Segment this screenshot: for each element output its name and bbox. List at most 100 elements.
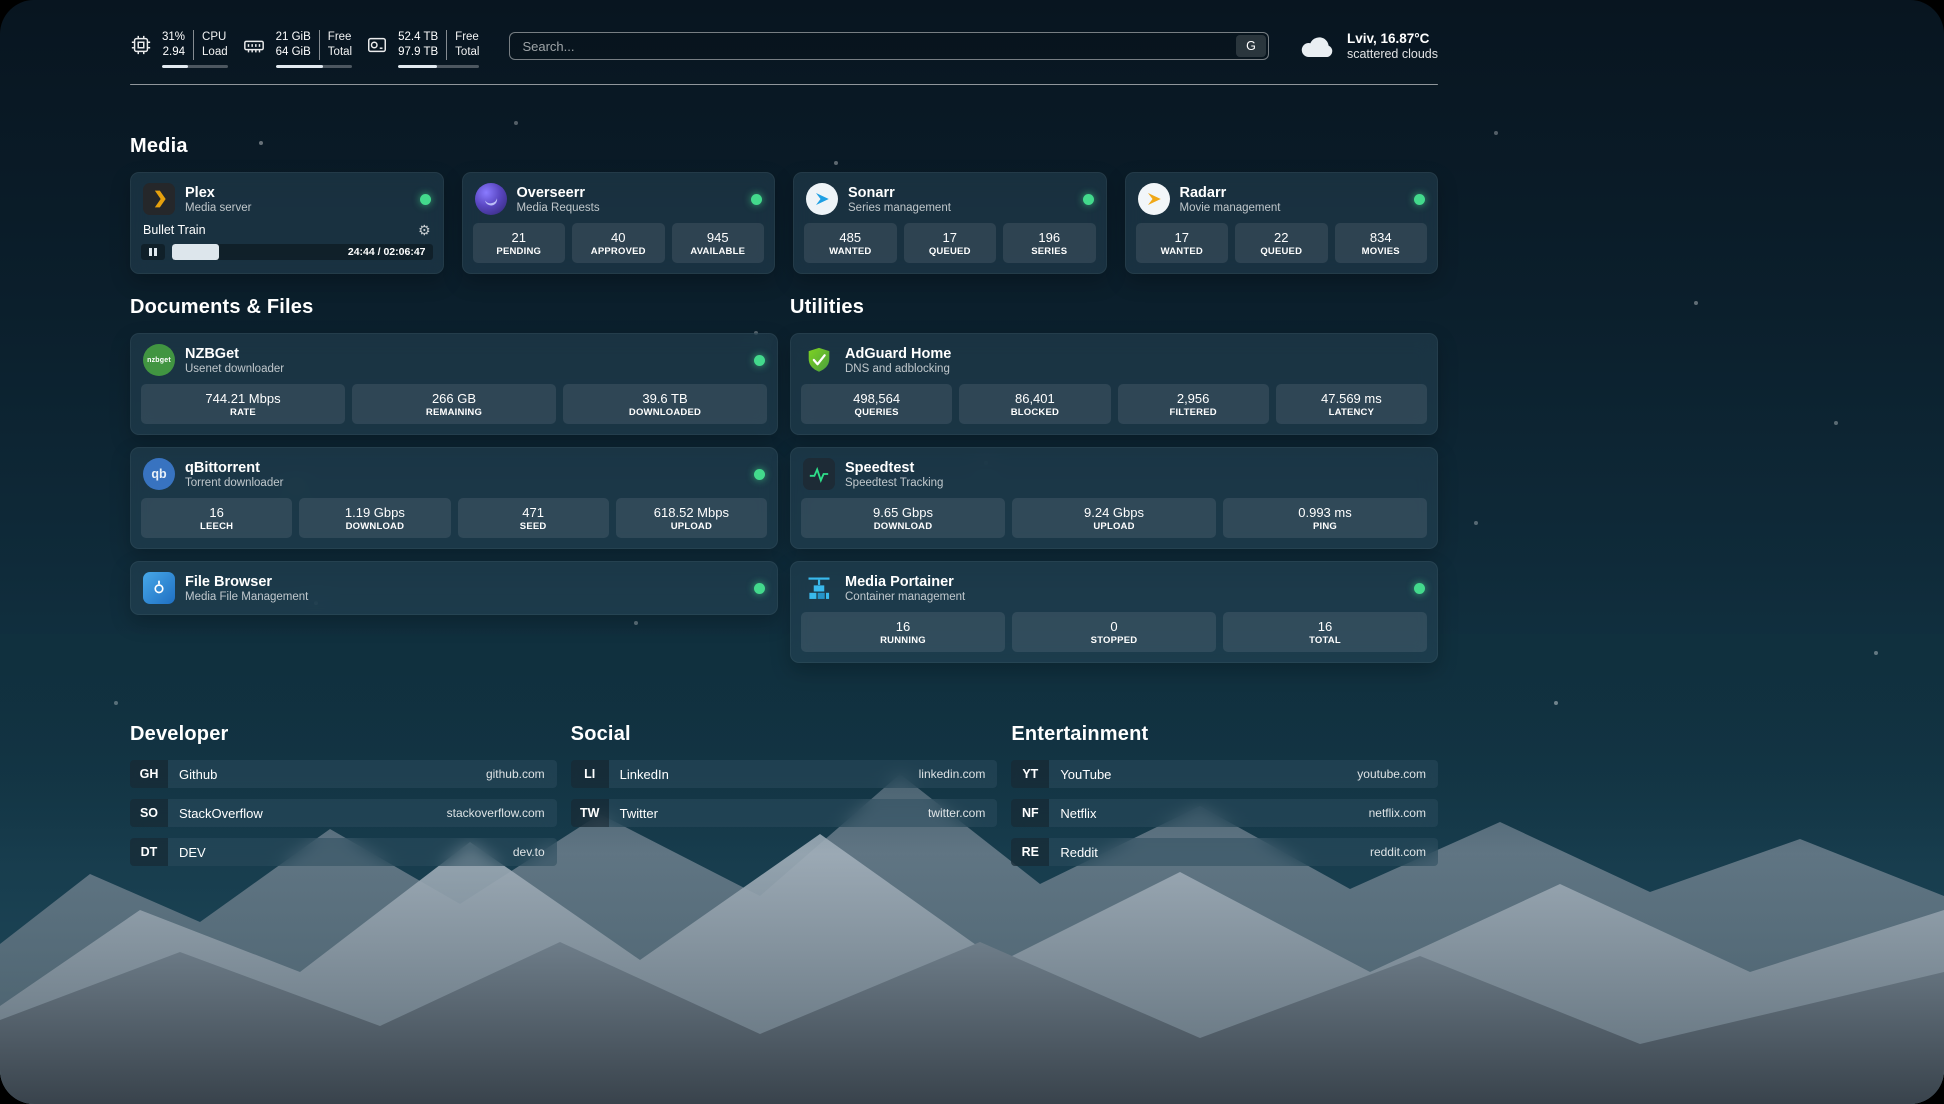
service-card-filebrowser[interactable]: File Browser Media File Management [130,561,778,616]
bookmark-linkedin[interactable]: LI LinkedIn linkedin.com [570,760,998,789]
cpu-widget: 31% 2.94 CPU Load [130,30,228,68]
memory-free: 21 GiB [275,31,311,43]
service-subtitle: Media File Management [185,591,309,604]
service-card-adguard[interactable]: AdGuard Home DNS and adblocking 498,564 Q… [790,333,1438,436]
service-subtitle: Series management [848,202,951,215]
service-subtitle: Usenet downloader [185,363,285,376]
bookmark-stackoverflow[interactable]: SO StackOverflow stackoverflow.com [130,799,557,828]
disk-progress-fill [398,64,438,68]
stat-downloaded: 39.6 TB DOWNLOADED [563,384,767,425]
stat-filtered: 2,956 FILTERED [1117,384,1269,425]
service-card-qbittorrent[interactable]: qb qBittorrent Torrent downloader 16 LEEC… [130,447,778,550]
top-bar: 31% 2.94 CPU Load [130,0,1438,68]
search-provider-button[interactable]: G [1235,35,1266,57]
bookmark-github[interactable]: GH Github github.com [130,760,557,789]
service-name: qBittorrent [185,459,260,476]
qbittorrent-icon: qb [143,458,175,491]
cpu-load: 2.94 [162,45,186,58]
adguard-icon [803,344,835,376]
disk-progress-track [398,64,480,68]
overseerr-icon [474,183,507,216]
stat-total: 16 TOTAL [1223,612,1427,653]
section-title-social: Social [570,723,631,746]
stat-ping: 0.993 ms PING [1223,498,1427,539]
status-dot [419,193,431,205]
weather-widget: Lviv, 16.87°C scattered clouds [1299,31,1438,61]
gear-icon[interactable]: ⚙ [417,222,431,239]
playback-progress-fill [172,244,219,261]
section-title-utilities: Utilities [790,296,865,319]
section-title-developer: Developer [130,723,229,746]
stat-running: 16 RUNNING [801,612,1005,653]
memory-icon [243,40,264,53]
stat-stopped: 0 STOPPED [1012,612,1216,653]
bookmark-youtube[interactable]: YT YouTube youtube.com [1011,760,1438,789]
cpu-progress-track [162,64,228,68]
weather-condition: scattered clouds [1346,47,1438,61]
status-dot [1414,582,1425,594]
service-name: AdGuard Home [845,345,952,362]
weather-location: Lviv, 16.87°C [1346,31,1430,46]
service-subtitle: Media Requests [516,202,600,215]
bookmark-twitter[interactable]: TW Twitter twitter.com [570,799,998,828]
disk-widget: 52.4 TB 97.9 TB Free Total [366,30,480,68]
service-card-plex[interactable]: Plex Media server Bullet Train ⚙ 24:44 /… [130,172,444,275]
playback-progress-bar: 24:44 / 02:06:47 [172,244,433,261]
disk-free: 52.4 TB [398,31,439,43]
stat-download: 9.65 Gbps DOWNLOAD [801,498,1005,539]
service-name: Plex [185,184,215,201]
disk-label-1: Free [455,31,479,43]
service-card-sonarr[interactable]: Sonarr Series management 485 WANTED 17 QUE… [793,172,1107,275]
section-title-entertainment: Entertainment [1011,723,1149,746]
memory-label-1: Free [327,31,352,43]
service-card-radarr[interactable]: Radarr Movie management 17 WANTED 22 QUEUE… [1124,172,1438,275]
service-subtitle: DNS and adblocking [845,363,950,376]
service-name: Media Portainer [845,573,954,590]
cpu-progress-fill [162,64,189,68]
service-card-overseerr[interactable]: Overseerr Media Requests 21 PENDING 40 APP… [461,172,775,275]
status-dot [1082,193,1094,205]
service-card-speedtest[interactable]: Speedtest Speedtest Tracking 9.65 Gbps DO… [790,447,1438,550]
stat-queued: 22 QUEUED [1235,223,1328,264]
service-subtitle: Media server [185,202,252,215]
memory-widget: 21 GiB 64 GiB Free Total [242,30,353,68]
cpu-label-1: CPU [202,31,227,43]
portainer-icon [803,572,835,604]
service-subtitle: Movie management [1179,202,1281,215]
cpu-percent: 31% [162,31,186,43]
status-dot [754,582,765,594]
memory-progress-fill [275,64,324,68]
stat-leech: 16 LEECH [141,498,293,539]
sonarr-icon [806,183,838,216]
service-name: Overseerr [516,184,586,201]
section-title-media: Media [130,135,188,158]
service-name: Speedtest [845,459,915,476]
stat-blocked: 86,401 BLOCKED [959,384,1111,425]
disk-label-2: Total [455,45,480,58]
stat-movies: 834 MOVIES [1334,223,1427,264]
utilities-column: Utilities [790,296,1438,675]
pause-icon[interactable] [141,244,165,261]
bookmark-dev[interactable]: DT DEV dev.to [130,838,557,867]
service-card-portainer[interactable]: Media Portainer Container management 16 R… [790,561,1438,664]
memory-total: 64 GiB [275,45,311,58]
search-input[interactable] [509,32,1269,60]
search-bar: G [509,32,1269,60]
disk-total: 97.9 TB [398,45,439,58]
service-name: NZBGet [185,345,239,362]
stat-download: 1.19 Gbps DOWNLOAD [299,498,451,539]
speedtest-icon [803,458,835,491]
stat-latency: 47.569 ms LATENCY [1275,384,1427,425]
disk-icon [368,37,387,53]
status-dot [754,354,765,366]
documents-column: Documents & Files nzbget NZBGet Usenet d… [130,296,778,627]
bookmark-netflix[interactable]: NF Netflix netflix.com [1011,799,1438,828]
stat-approved: 40 APPROVED [572,223,665,264]
cpu-label-2: Load [202,45,228,58]
service-card-nzbget[interactable]: nzbget NZBGet Usenet downloader 744.21 M… [130,333,778,436]
bookmark-reddit[interactable]: RE Reddit reddit.com [1011,838,1438,867]
status-dot [1414,193,1425,205]
developer-bookmarks: Developer GH Github github.com SO StackO… [130,723,557,877]
stat-seed: 471 SEED [457,498,609,539]
